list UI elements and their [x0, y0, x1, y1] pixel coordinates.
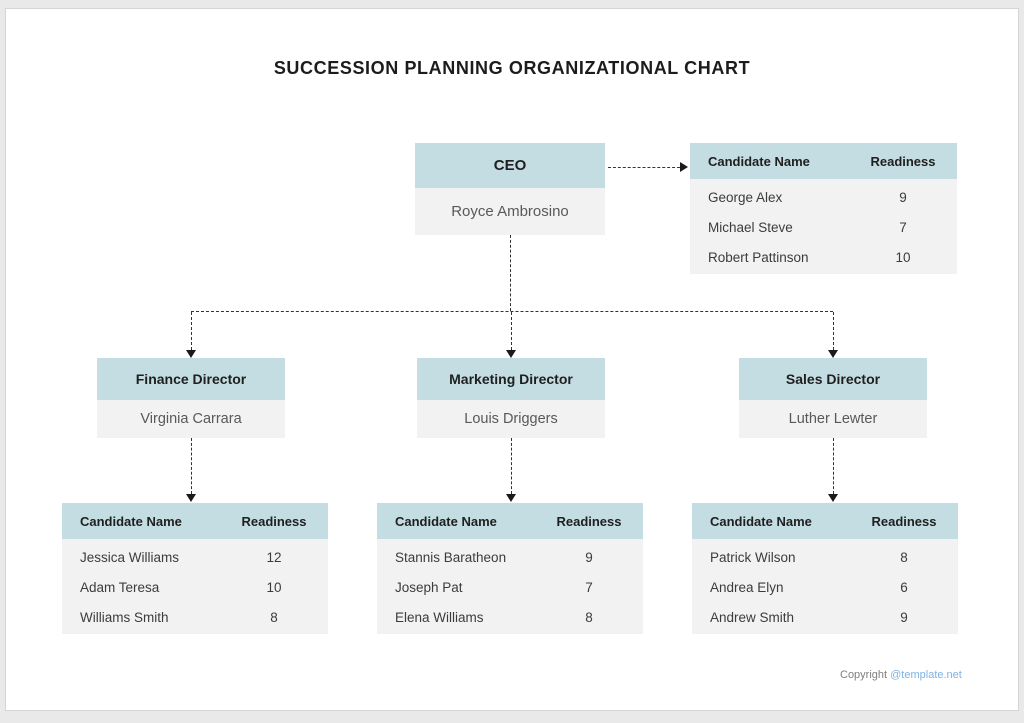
arrowhead-down-icon [506, 350, 516, 358]
readiness-cell: 8 [270, 609, 278, 625]
column-header-candidate-name: Candidate Name [395, 513, 497, 529]
ceo-role-label: CEO [415, 143, 605, 188]
column-header-readiness: Readiness [871, 513, 937, 529]
table-row: Patrick Wilson 8 [692, 542, 958, 572]
arrowhead-down-icon [506, 494, 516, 502]
column-header-candidate-name: Candidate Name [708, 153, 810, 169]
connector-ceo-to-table [608, 167, 680, 168]
arrowhead-down-icon [828, 494, 838, 502]
table-body: Stannis Baratheon 9 Joseph Pat 7 Elena W… [377, 539, 643, 634]
readiness-cell: 10 [266, 579, 282, 595]
table-row: Joseph Pat 7 [377, 572, 643, 602]
table-row: Andrew Smith 9 [692, 602, 958, 632]
candidate-name-cell: Elena Williams [395, 609, 484, 625]
candidate-name-cell: Andrew Smith [710, 609, 795, 625]
table-header-row: Candidate Name Readiness [62, 503, 328, 539]
table-row: Andrea Elyn 6 [692, 572, 958, 602]
connector-stub-sales [833, 312, 834, 350]
table-header-row: Candidate Name Readiness [377, 503, 643, 539]
readiness-cell: 9 [899, 189, 907, 205]
connector-horizontal-rail [191, 311, 833, 312]
readiness-cell: 12 [266, 549, 282, 565]
marketing-director-role-label: Marketing Director [417, 358, 605, 400]
table-body: George Alex 9 Michael Steve 7 Robert Pat… [690, 179, 957, 274]
sales-candidates-table: Candidate Name Readiness Patrick Wilson … [692, 503, 958, 634]
column-header-candidate-name: Candidate Name [80, 513, 182, 529]
table-row: Robert Pattinson 10 [690, 242, 957, 272]
connector-ceo-down [510, 235, 511, 311]
arrowhead-right-icon [680, 162, 688, 172]
page-title: SUCCESSION PLANNING ORGANIZATIONAL CHART [273, 58, 751, 78]
arrowhead-down-icon [828, 350, 838, 358]
candidate-name-cell: Robert Pattinson [708, 249, 809, 265]
readiness-cell: 9 [585, 549, 593, 565]
org-box-sales-director: Sales Director Luther Lewter [739, 358, 927, 438]
candidate-name-cell: Andrea Elyn [710, 579, 784, 595]
candidate-name-cell: Patrick Wilson [710, 549, 796, 565]
org-box-ceo: CEO Royce Ambrosino [415, 143, 605, 235]
finance-director-role-label: Finance Director [97, 358, 285, 400]
candidate-name-cell: Jessica Williams [80, 549, 180, 565]
column-header-readiness: Readiness [556, 513, 622, 529]
org-box-finance-director: Finance Director Virginia Carrara [97, 358, 285, 438]
ceo-candidates-table: Candidate Name Readiness George Alex 9 M… [690, 143, 957, 274]
table-row: Williams Smith 8 [62, 602, 328, 632]
org-box-marketing-director: Marketing Director Louis Driggers [417, 358, 605, 438]
candidate-name-cell: Adam Teresa [80, 579, 160, 595]
connector-stub-marketing [511, 312, 512, 350]
copyright-notice: Copyright @template.net [840, 669, 962, 681]
candidate-name-cell: George Alex [708, 189, 783, 205]
readiness-cell: 8 [585, 609, 593, 625]
table-row: Adam Teresa 10 [62, 572, 328, 602]
candidate-name-cell: Joseph Pat [395, 579, 463, 595]
table-row: Michael Steve 7 [690, 212, 957, 242]
copyright-label: Copyright [840, 669, 888, 681]
readiness-cell: 7 [585, 579, 593, 595]
readiness-cell: 7 [899, 219, 907, 235]
marketing-director-name: Louis Driggers [417, 400, 605, 438]
table-row: George Alex 9 [690, 182, 957, 212]
readiness-cell: 8 [900, 549, 908, 565]
sales-director-name: Luther Lewter [739, 400, 927, 438]
readiness-cell: 9 [900, 609, 908, 625]
table-row: Jessica Williams 12 [62, 542, 328, 572]
marketing-candidates-table: Candidate Name Readiness Stannis Barathe… [377, 503, 643, 634]
table-body: Patrick Wilson 8 Andrea Elyn 6 Andrew Sm… [692, 539, 958, 634]
candidate-name-cell: Michael Steve [708, 219, 793, 235]
template-net-link[interactable]: @template.net [890, 669, 962, 681]
readiness-cell: 10 [895, 249, 911, 265]
connector-stub-finance [191, 312, 192, 350]
arrowhead-down-icon [186, 350, 196, 358]
candidate-name-cell: Stannis Baratheon [395, 549, 507, 565]
connector-sales-to-table [833, 438, 834, 494]
finance-candidates-table: Candidate Name Readiness Jessica William… [62, 503, 328, 634]
table-header-row: Candidate Name Readiness [690, 143, 957, 179]
column-header-readiness: Readiness [241, 513, 307, 529]
table-header-row: Candidate Name Readiness [692, 503, 958, 539]
connector-marketing-to-table [511, 438, 512, 494]
finance-director-name: Virginia Carrara [97, 400, 285, 438]
column-header-readiness: Readiness [870, 153, 936, 169]
column-header-candidate-name: Candidate Name [710, 513, 812, 529]
ceo-person-name: Royce Ambrosino [415, 188, 605, 235]
readiness-cell: 6 [900, 579, 908, 595]
table-row: Elena Williams 8 [377, 602, 643, 632]
table-body: Jessica Williams 12 Adam Teresa 10 Willi… [62, 539, 328, 634]
connector-finance-to-table [191, 438, 192, 494]
table-row: Stannis Baratheon 9 [377, 542, 643, 572]
sales-director-role-label: Sales Director [739, 358, 927, 400]
arrowhead-down-icon [186, 494, 196, 502]
candidate-name-cell: Williams Smith [80, 609, 169, 625]
